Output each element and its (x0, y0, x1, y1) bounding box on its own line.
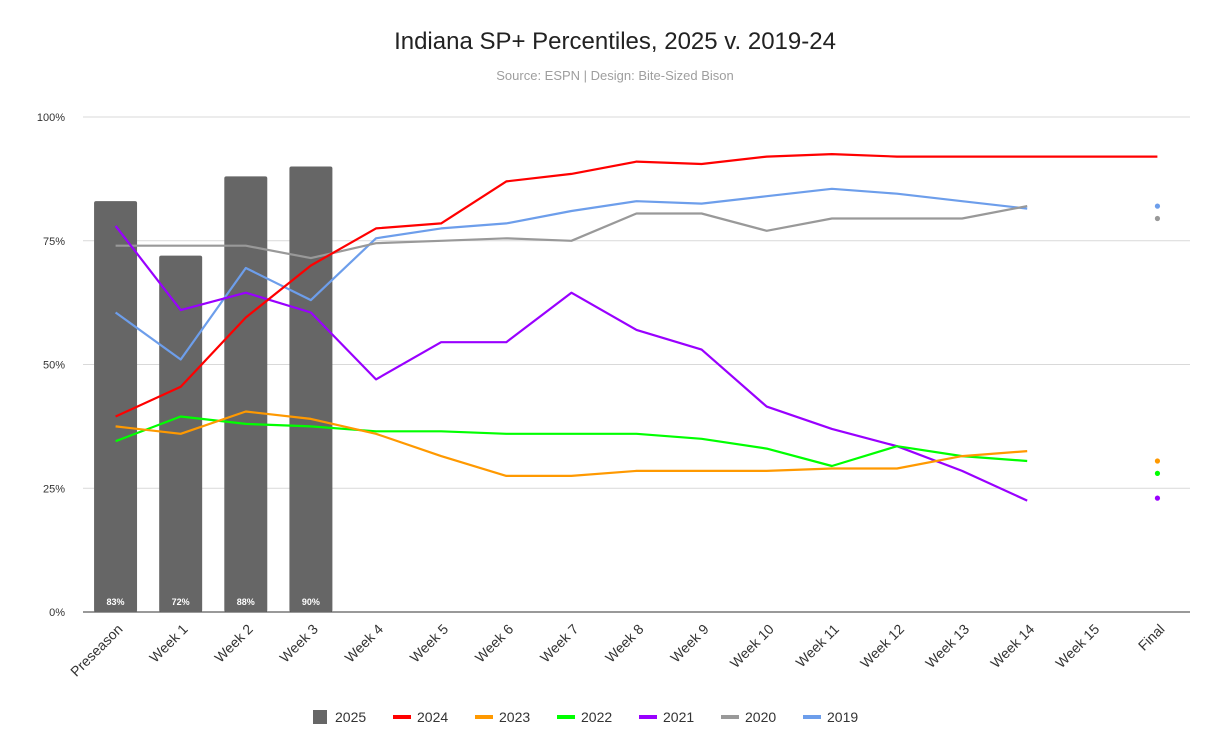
x-tick-label: Week 12 (857, 621, 907, 671)
grid-layer (83, 116, 1190, 613)
x-tick-label: Week 14 (987, 621, 1037, 671)
x-tick-label: Week 8 (602, 621, 647, 666)
series-point-2019-final (1154, 203, 1161, 209)
legend: 2025 2024 2023 2022 2021 2020 2019 (313, 709, 858, 725)
legend-label-2024: 2024 (417, 709, 448, 725)
series-point-2021-final (1154, 495, 1161, 501)
x-tick-label: Week 7 (537, 621, 582, 666)
x-tick-label: Week 2 (211, 621, 256, 666)
x-tick-label: Week 9 (667, 621, 712, 666)
series-line-2024 (115, 153, 1158, 418)
legend-label-2025: 2025 (335, 709, 366, 725)
legend-swatch-2019 (803, 715, 821, 719)
line-layer (114, 153, 1161, 502)
bar-2025-preseason (94, 201, 138, 612)
series-line-2020 (115, 205, 1028, 260)
x-tick-label: Week 15 (1052, 621, 1102, 671)
legend-swatch-2023 (475, 715, 493, 719)
bar-data-label: 90% (302, 597, 320, 607)
bar-2025-week-3 (289, 166, 333, 612)
series-line-2023 (115, 410, 1028, 477)
x-tick-label: Week 4 (341, 621, 386, 666)
x-tick-label: Week 10 (727, 621, 777, 671)
x-tick-label: Week 11 (792, 621, 842, 671)
legend-label-2020: 2020 (745, 709, 776, 725)
x-tick-label: Week 13 (922, 621, 972, 671)
chart-title: Indiana SP+ Percentiles, 2025 v. 2019-24 (394, 28, 836, 55)
series-point-2023-final (1154, 458, 1161, 464)
x-tick-label: Week 5 (407, 621, 452, 666)
legend-label-2023: 2023 (499, 709, 530, 725)
legend-swatch-2021 (639, 715, 657, 719)
series-line-2019 (114, 187, 1028, 361)
series-point-2022-final (1154, 470, 1161, 476)
x-tick-label: Week 1 (146, 621, 191, 666)
legend-swatch-2022 (557, 715, 575, 719)
x-tick-label: Final (1135, 621, 1168, 654)
axis-layer: 0% 25% 50% 75% 100% Preseason Week 1 Week 2 Week… (37, 112, 1168, 679)
y-tick-label: 25% (43, 483, 65, 495)
series-line-2022 (115, 415, 1028, 468)
x-tick-label: Preseason (67, 621, 126, 680)
bar-data-label: 72% (172, 597, 190, 607)
series-point-2020-final (1154, 215, 1161, 222)
x-tick-label: Week 6 (472, 621, 517, 666)
legend-label-2022: 2022 (581, 709, 612, 725)
y-tick-label: 50% (43, 360, 65, 372)
legend-label-2019: 2019 (827, 709, 858, 725)
chart-subtitle: Source: ESPN | Design: Bite-Sized Bison (496, 68, 734, 83)
bar-layer: 83% 72% 88% 90% (94, 166, 333, 612)
bar-data-label: 88% (237, 597, 255, 607)
y-tick-label: 75% (43, 236, 65, 248)
legend-swatch-2020 (721, 715, 739, 719)
y-tick-label: 100% (37, 112, 65, 124)
x-tick-label: Week 3 (276, 621, 321, 666)
y-tick-label: 0% (49, 607, 65, 619)
bar-2025-week-2 (224, 176, 268, 612)
legend-label-2021: 2021 (663, 709, 694, 725)
legend-swatch-2024 (393, 715, 411, 719)
legend-swatch-2025 (313, 710, 327, 724)
bar-data-label: 83% (107, 597, 125, 607)
